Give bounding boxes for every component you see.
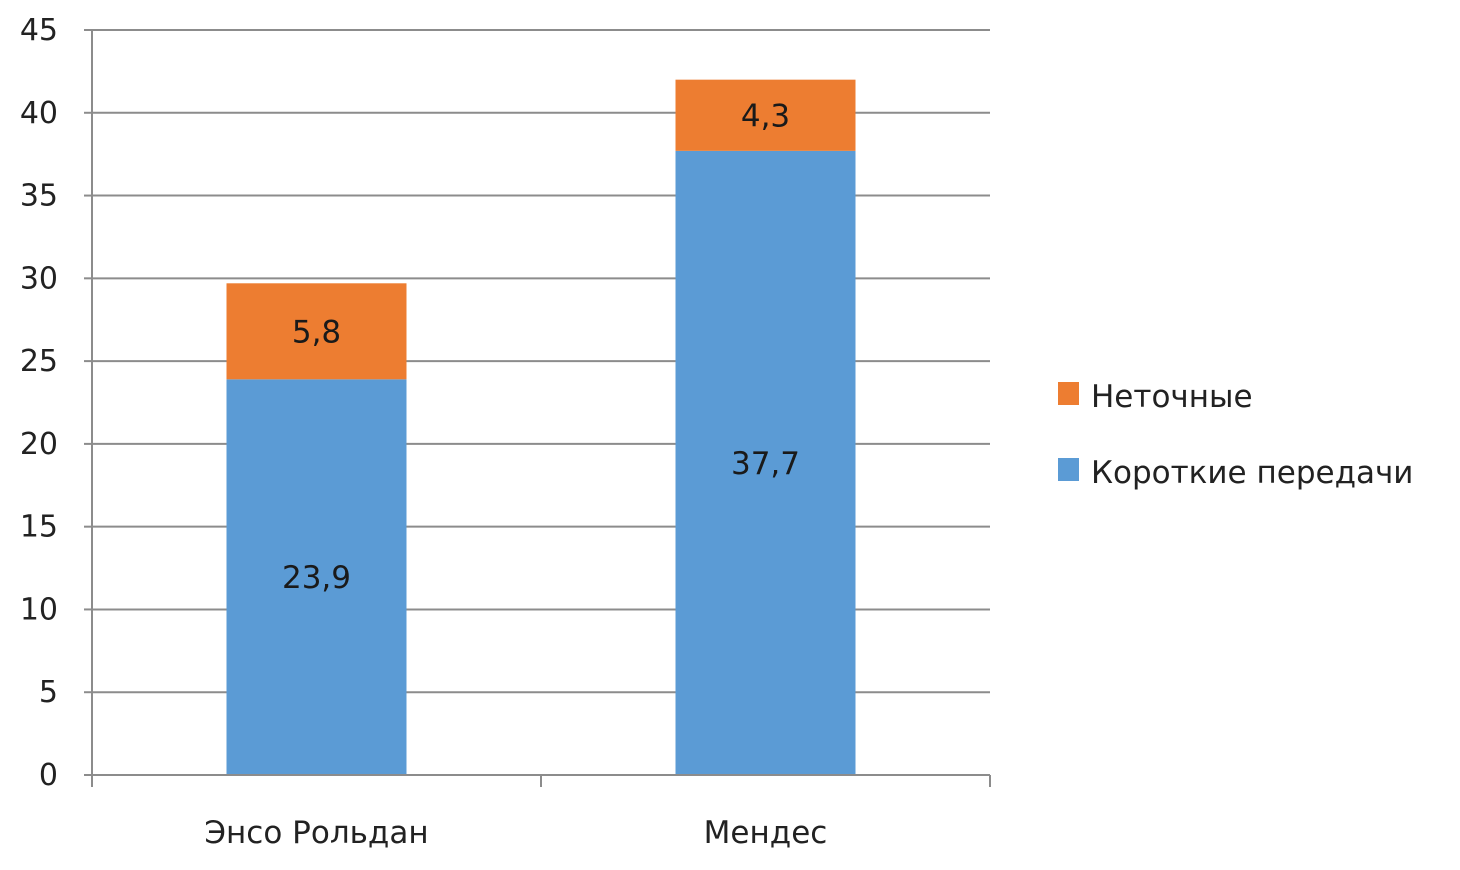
- bar-segment: [226, 379, 407, 775]
- data-label: 4,3: [741, 98, 790, 134]
- y-axis-ticks: 0 5 10 15 20 25 30 35 40 45: [20, 13, 58, 793]
- y-tick-label: 0: [39, 758, 58, 793]
- bar-segment: [675, 79, 856, 151]
- legend-label: Неточные: [1091, 379, 1253, 415]
- y-tick-label: 25: [20, 344, 58, 379]
- category-label: Энсо Рольдан: [204, 815, 428, 851]
- legend: Неточные Короткие передачи: [1058, 379, 1413, 491]
- y-tick-label: 40: [20, 96, 58, 131]
- bar-segment: [226, 283, 407, 380]
- y-tick-label: 20: [20, 427, 58, 462]
- data-label: 23,9: [282, 560, 351, 596]
- y-tick-label: 30: [20, 261, 58, 296]
- bar-segment: [675, 150, 856, 775]
- y-tick-label: 35: [20, 179, 58, 214]
- legend-swatch: [1058, 458, 1079, 481]
- y-tick-label: 5: [39, 675, 58, 710]
- y-tick-label: 45: [20, 13, 58, 48]
- data-label: 37,7: [731, 446, 800, 482]
- y-tick-label: 10: [20, 592, 58, 627]
- legend-swatch: [1058, 382, 1079, 405]
- category-label: Мендес: [704, 815, 828, 851]
- x-axis-categories: Энсо Рольдан Мендес: [204, 815, 827, 851]
- y-tick-label: 15: [20, 510, 58, 545]
- axes: [84, 29, 991, 787]
- data-label: 5,8: [292, 314, 341, 350]
- legend-label: Короткие передачи: [1091, 455, 1413, 491]
- bars: 23,9 5,8 37,7 4,3: [226, 79, 856, 775]
